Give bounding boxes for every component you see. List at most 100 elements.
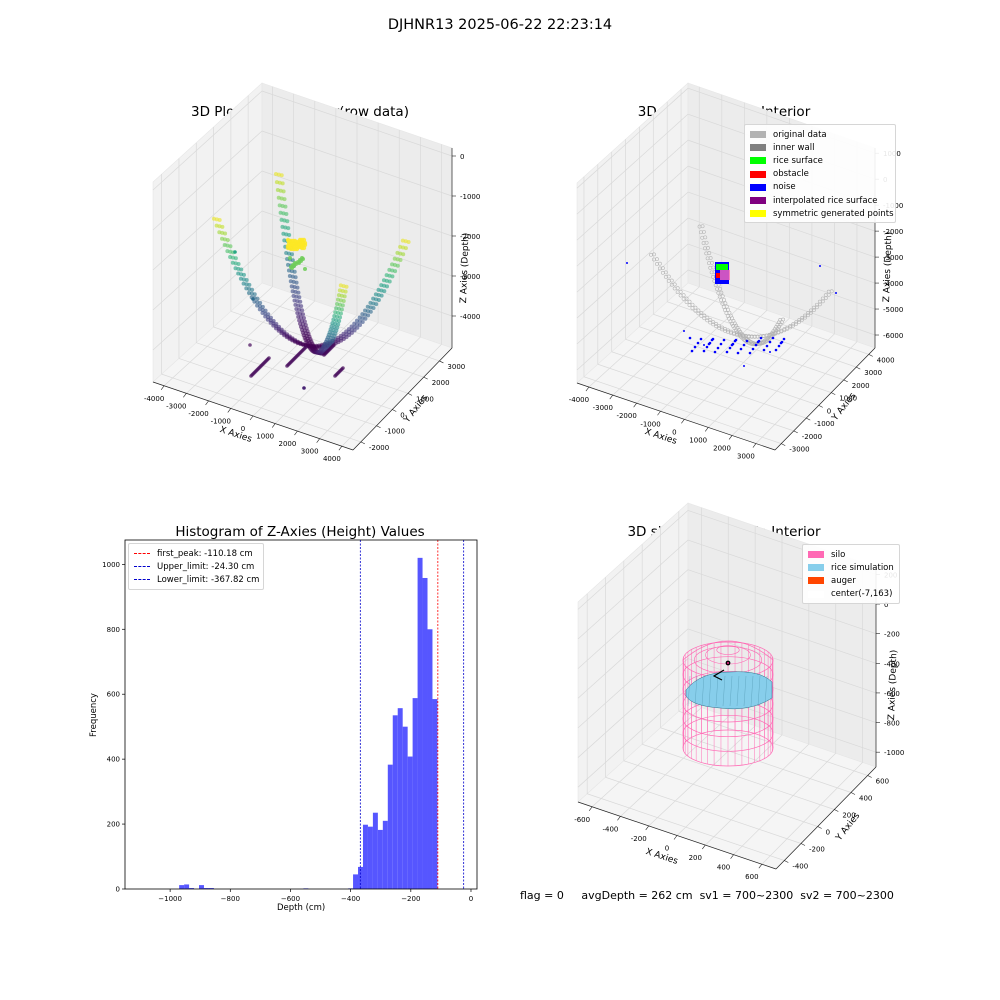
- panel4-xtick-label: 600: [745, 873, 758, 881]
- panel1-data-point: [337, 318, 342, 323]
- histogram-xtick-label: −200: [401, 895, 420, 903]
- panel2-original-point: [719, 290, 724, 295]
- panel1-data-point: [303, 267, 307, 271]
- panel2-original-point: [669, 278, 674, 283]
- panel1-data-point: [225, 238, 230, 243]
- panel1-data-point: [217, 218, 222, 223]
- panel2-xtick-mark: [728, 435, 733, 440]
- panel1-data-point: [220, 224, 225, 229]
- panel1-data-point: [301, 312, 306, 317]
- panel1-ztick-label: 0: [460, 153, 464, 161]
- panel2-grid-y: [680, 288, 869, 355]
- panel2-ytick-mark: [831, 392, 836, 395]
- panel2-original-point: [658, 261, 662, 266]
- panel2-noise-point: [835, 292, 837, 294]
- panel1-data-point: [267, 356, 271, 360]
- panel2-noise-point: [722, 338, 726, 342]
- panel2-original-point: [710, 260, 714, 265]
- panel4-grid-z: [577, 628, 689, 729]
- panel1-data-point: [292, 269, 297, 274]
- panel1-data-point: [294, 280, 299, 285]
- panel1-data-point: [250, 287, 255, 292]
- panel2-original-point: [723, 327, 727, 331]
- panel2-grid-z: [576, 269, 689, 371]
- histogram-ytick-label: 600: [107, 691, 120, 699]
- panel2-xtick-label: 3000: [737, 453, 755, 461]
- histogram-ytick-label: 400: [107, 756, 120, 764]
- legend-label: first_peak: -110.18 cm: [157, 548, 253, 559]
- panel2-noise-point: [771, 336, 775, 340]
- panel2-noise-point: [733, 339, 737, 343]
- panel1-grid-y: [213, 326, 409, 394]
- panel2-obstacle-cluster: [720, 270, 730, 280]
- panel1-ytick-label: 0: [400, 412, 404, 420]
- panel1-data-point: [241, 272, 246, 277]
- histogram-xtick-label: −600: [281, 895, 300, 903]
- panel1-data-point: [290, 258, 295, 263]
- panel2-xtick-label: 0: [672, 428, 676, 436]
- legend-line-swatch: [134, 566, 150, 568]
- panel2-legend: original data inner wall rice surface obsta…: [744, 124, 896, 224]
- panel1-data-point: [299, 245, 305, 251]
- panel2-original-point: [724, 304, 729, 309]
- histogram-bar: [397, 708, 403, 889]
- panel1-xtick-label: 4000: [323, 455, 341, 463]
- panel4-grid-y: [623, 760, 818, 827]
- panel4-ztick-label: 0: [884, 601, 888, 609]
- panel1-ztick-label: -3000: [460, 273, 480, 281]
- panel1-data-point: [335, 325, 340, 330]
- panel2-noise-point: [759, 336, 763, 340]
- panel2-ytick-mark: [868, 354, 873, 357]
- panel2-original-point: [708, 256, 713, 260]
- panel1-xtick-label: -3000: [166, 402, 186, 410]
- panel1-data-point: [334, 328, 339, 333]
- panel1-grid-z: [152, 130, 263, 231]
- panel2-original-point: [791, 323, 796, 328]
- sim-legend-item-1: rice simulation: [808, 561, 894, 574]
- histogram-xtick-label: −800: [221, 895, 240, 903]
- legend-swatch: [808, 577, 824, 585]
- rice-mesh-line: [729, 675, 733, 707]
- panel2-original-point: [711, 320, 716, 325]
- panel2-grid-x: [731, 333, 835, 436]
- panel4-grid-y: [605, 776, 802, 844]
- panel1-data-point: [352, 328, 357, 333]
- panel2-xtick-mark: [681, 419, 685, 424]
- panel1-data-point: [360, 319, 365, 324]
- panel1-data-point: [228, 244, 233, 249]
- panel1-y-axis-line: [352, 347, 453, 451]
- panel1-data-point: [251, 297, 255, 301]
- panel1-data-point: [223, 231, 228, 236]
- panel1-grid-z: [152, 210, 263, 311]
- panel2-xtick-mark: [585, 386, 590, 392]
- panel1-data-point: [363, 316, 368, 321]
- panel2-grid-z: [687, 191, 876, 258]
- panel2-ytick-mark: [806, 417, 811, 421]
- histogram-bar: [199, 885, 204, 889]
- panel2-original-point: [820, 299, 825, 304]
- panel2-original-point: [681, 293, 686, 298]
- legend-item-3: obstacle: [750, 168, 890, 181]
- panel1-ytick-label: 2000: [432, 379, 450, 387]
- panel1-data-point: [283, 204, 288, 209]
- panel2-grid-x: [588, 286, 700, 388]
- panel1-data-point: [332, 343, 336, 347]
- panel2-ztick-label: -3000: [883, 254, 903, 262]
- panel2-original-point: [703, 235, 708, 240]
- panel1-data-point: [289, 252, 294, 257]
- legend-label: auger: [831, 575, 856, 586]
- panel1-data-point: [289, 241, 295, 247]
- histogram-bar: [402, 726, 408, 889]
- panel2-xtick-mark: [657, 411, 661, 416]
- panel1-grid-x: [186, 293, 294, 394]
- panel1-data-point: [379, 293, 384, 298]
- panel4-grid-x: [620, 716, 729, 817]
- panel4-legend: silo rice simulation auger center(-7,163): [802, 544, 900, 604]
- panel2-ztick-label: -6000: [883, 332, 903, 340]
- histogram-bar: [367, 826, 373, 889]
- panel1-data-point: [341, 298, 346, 303]
- panel2-grid-y: [667, 301, 857, 368]
- panel1-data-point: [293, 261, 297, 265]
- panel1-data-point: [296, 242, 302, 248]
